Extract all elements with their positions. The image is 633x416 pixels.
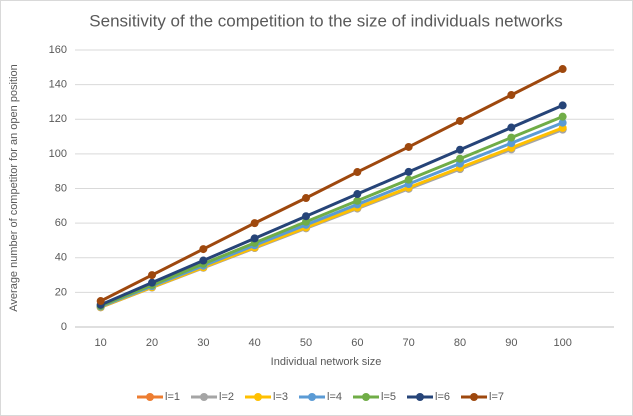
legend-label: l=7 xyxy=(489,391,504,403)
data-point xyxy=(558,112,567,121)
data-point xyxy=(507,139,516,148)
y-tick-label: 160 xyxy=(49,44,67,56)
y-tick-label: 80 xyxy=(55,182,67,194)
x-axis-title: Individual network size xyxy=(271,356,382,368)
data-point xyxy=(404,175,413,184)
data-point xyxy=(148,271,156,280)
data-point xyxy=(558,101,567,110)
data-point xyxy=(507,123,516,132)
legend-symbol xyxy=(362,393,370,401)
legend-label: l=6 xyxy=(435,391,450,403)
data-point xyxy=(353,168,362,177)
x-tick-label: 50 xyxy=(300,337,312,349)
y-tick-label: 120 xyxy=(49,113,67,125)
series-line xyxy=(100,115,564,308)
y-tick-label: 60 xyxy=(55,217,67,229)
data-point xyxy=(404,142,413,151)
data-point xyxy=(456,154,464,163)
series-line xyxy=(100,104,564,307)
data-point xyxy=(302,217,310,226)
y-tick-label: 100 xyxy=(49,148,67,160)
legend-symbol xyxy=(308,393,316,401)
y-tick-label: 140 xyxy=(49,79,67,91)
data-point xyxy=(148,278,156,287)
data-point xyxy=(302,212,310,221)
x-tick-label: 40 xyxy=(249,337,261,349)
legend-symbol xyxy=(254,393,262,401)
y-tick-label: 0 xyxy=(61,321,67,333)
legend-symbol xyxy=(416,393,424,401)
legend-label: l=4 xyxy=(327,391,342,403)
legend-label: l=1 xyxy=(165,391,180,403)
data-point xyxy=(96,297,105,306)
y-axis-title: Average number of competitor for an open… xyxy=(8,64,20,311)
data-point xyxy=(250,234,259,243)
legend-symbol xyxy=(470,393,478,401)
x-tick-label: 60 xyxy=(351,337,363,349)
data-point xyxy=(404,167,413,176)
data-point xyxy=(353,196,362,205)
data-point xyxy=(558,65,567,74)
series-line xyxy=(99,67,564,303)
data-point xyxy=(456,116,464,125)
x-tick-label: 90 xyxy=(505,337,517,349)
x-tick-label: 70 xyxy=(403,337,415,349)
x-tick-label: 30 xyxy=(197,337,209,349)
data-point xyxy=(199,245,208,254)
data-point xyxy=(558,118,567,127)
data-point xyxy=(353,190,362,199)
y-tick-label: 40 xyxy=(55,252,67,264)
data-point xyxy=(250,219,259,228)
y-tick-label: 20 xyxy=(55,286,67,298)
data-point xyxy=(507,133,516,142)
data-point xyxy=(199,256,208,265)
x-tick-label: 20 xyxy=(146,337,158,349)
x-tick-label: 100 xyxy=(553,337,571,349)
legend-symbol xyxy=(146,393,154,401)
legend-label: l=2 xyxy=(219,391,234,403)
legend-label: l=3 xyxy=(273,391,288,403)
legend-label: l=5 xyxy=(381,391,396,403)
chart-title: Sensitivity of the competition to the si… xyxy=(89,11,562,30)
data-point xyxy=(507,91,516,100)
data-point xyxy=(302,194,310,203)
data-point xyxy=(456,145,464,154)
legend-symbol xyxy=(200,393,208,401)
x-tick-label: 80 xyxy=(454,337,466,349)
x-tick-label: 10 xyxy=(95,337,107,349)
